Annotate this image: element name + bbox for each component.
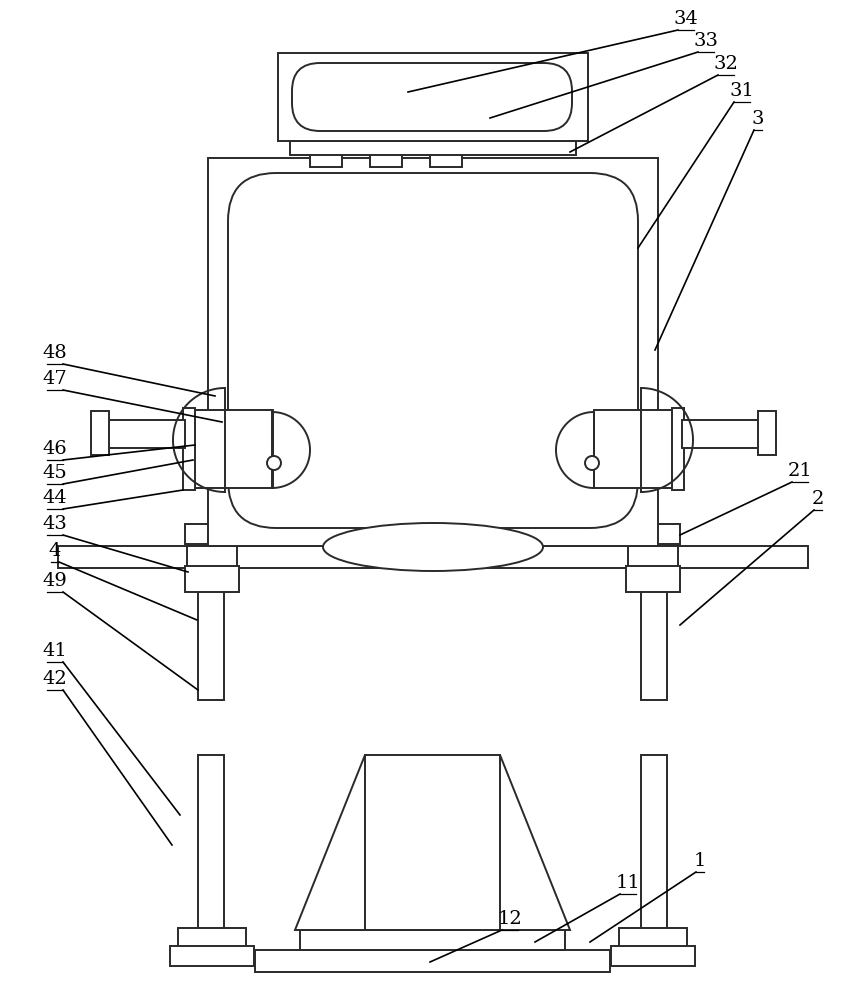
Circle shape (585, 456, 599, 470)
Bar (208, 158, 658, 546)
Bar (185, 524, 239, 544)
Text: 47: 47 (42, 370, 67, 388)
Bar (278, 53, 588, 141)
Text: 34: 34 (674, 10, 698, 28)
Bar (626, 524, 680, 544)
Bar (370, 152, 402, 167)
Bar (682, 420, 760, 448)
Text: 31: 31 (729, 82, 754, 100)
Text: 46: 46 (42, 440, 67, 458)
Polygon shape (295, 755, 570, 930)
Bar (170, 946, 254, 966)
Text: 45: 45 (42, 464, 67, 482)
Ellipse shape (323, 523, 543, 571)
Bar (183, 408, 195, 490)
Text: 3: 3 (752, 110, 765, 128)
Bar (185, 566, 239, 592)
Bar (198, 565, 224, 700)
Bar (626, 566, 680, 592)
Text: 2: 2 (812, 490, 824, 508)
Bar (300, 930, 565, 950)
Bar (641, 755, 667, 930)
Bar (611, 946, 695, 966)
Text: 43: 43 (42, 515, 67, 533)
Text: 12: 12 (497, 910, 522, 928)
Bar (198, 755, 224, 930)
Text: 21: 21 (788, 462, 812, 480)
Bar (430, 152, 462, 167)
Bar (91, 411, 109, 455)
Text: 33: 33 (694, 32, 719, 50)
FancyBboxPatch shape (292, 63, 572, 131)
Bar (628, 546, 678, 568)
Bar (58, 546, 808, 568)
Text: 44: 44 (42, 489, 67, 507)
Text: 49: 49 (42, 572, 67, 590)
Bar (255, 950, 610, 972)
FancyBboxPatch shape (228, 173, 638, 528)
Text: 48: 48 (42, 344, 67, 362)
Text: 42: 42 (42, 670, 67, 688)
Text: 4: 4 (48, 542, 61, 560)
Bar (178, 928, 246, 948)
Bar (619, 928, 687, 948)
Circle shape (267, 456, 281, 470)
Bar (310, 152, 342, 167)
Bar (193, 410, 273, 488)
Bar (187, 546, 237, 568)
Text: 1: 1 (694, 852, 706, 870)
Bar (672, 408, 684, 490)
Bar (107, 420, 185, 448)
Text: 11: 11 (616, 874, 640, 892)
Bar (594, 410, 674, 488)
Bar (758, 411, 776, 455)
Text: 41: 41 (42, 642, 67, 660)
Bar (290, 141, 576, 155)
Text: 32: 32 (714, 55, 739, 73)
Bar (641, 565, 667, 700)
